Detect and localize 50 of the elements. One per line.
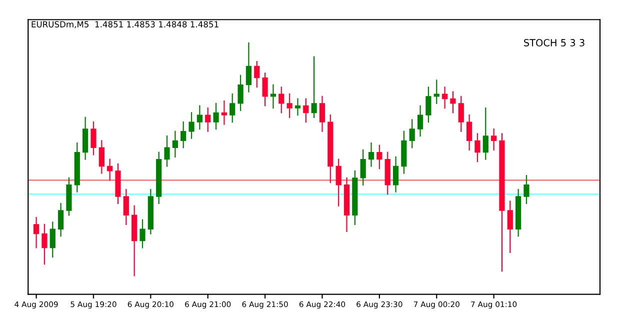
candlestick [42,224,48,265]
candlestick [98,140,104,174]
candlestick [474,133,480,162]
candlestick [466,114,472,151]
candlestick [140,219,146,248]
annotation: STOCH 5 3 3 [524,39,584,46]
candlestick [319,96,326,132]
candlestick [254,60,260,88]
candlestick [33,216,40,248]
candlestick [458,96,464,132]
candlestick [294,98,301,116]
candlestick [336,158,342,206]
candlestick [262,72,268,106]
candlestick [230,94,236,123]
candlestick [213,102,219,130]
candlestick [434,80,440,104]
candlestick [90,121,96,156]
candlestick [360,149,366,186]
candlestick [368,142,374,167]
candlestick [524,175,530,204]
candlestick [311,56,317,118]
candlestick [58,202,64,237]
candlestick [246,42,252,92]
candlestick [278,86,284,114]
candlestick [286,94,292,118]
candlestick [426,86,432,123]
candlestick [123,188,129,226]
candlestick [205,108,211,132]
candlestick [303,98,309,123]
candlestick [376,144,382,170]
candlestick [221,100,227,125]
candlestick [50,222,56,258]
candlestick [409,119,415,148]
candlestick [82,116,88,160]
candlestick [442,86,448,109]
candlestick [450,91,456,114]
candlestick [238,74,244,111]
candlestick [507,200,513,253]
candlestick [107,158,113,181]
candlestick [482,108,488,160]
candlestick [270,84,276,109]
candlestick [196,105,202,130]
candlestick [180,121,186,148]
candlestick [392,156,399,192]
candlestick [188,112,194,139]
candlestick [172,130,178,158]
chart-title: EURUSDm,M5 1.4851 1.4853 1.4848 1.4851 [32,21,218,28]
candlestick [490,128,497,151]
candlestick [417,105,424,137]
candlestick [164,135,170,167]
